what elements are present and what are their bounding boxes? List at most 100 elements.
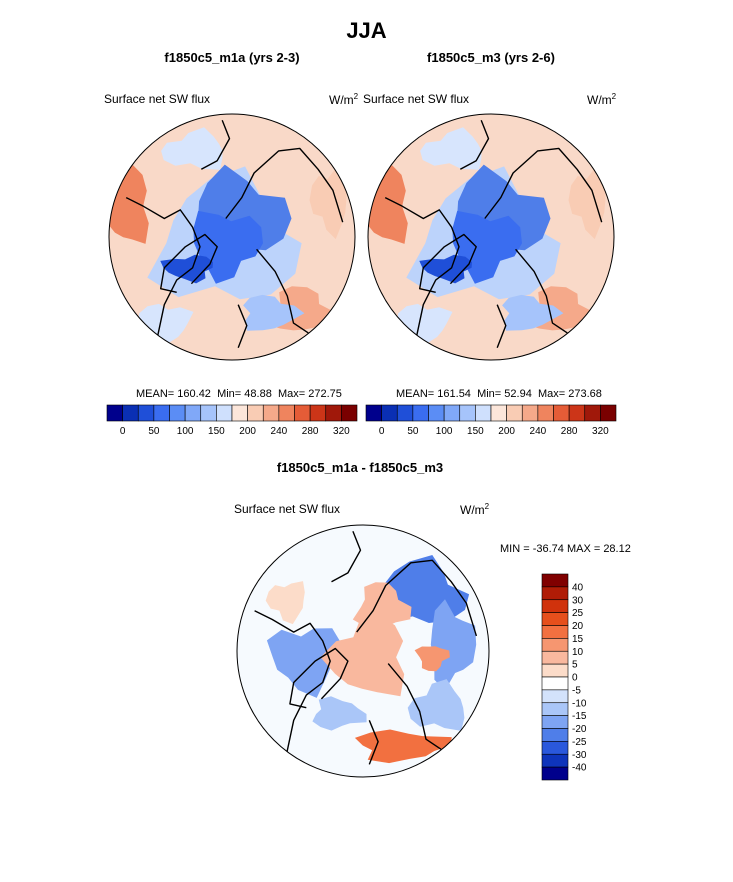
coastline: [225, 147, 344, 223]
field-region: [309, 168, 347, 240]
colorbar-swatch: [541, 715, 569, 729]
colorbar-swatch: [541, 766, 569, 781]
colorbar-swatch: [443, 404, 461, 422]
colorbar-tick-label: -25: [572, 737, 587, 748]
colorbar-tick-label: 20: [572, 621, 584, 632]
colorbar-swatch: [537, 404, 554, 422]
colorbar-tick-label: -15: [572, 711, 587, 722]
colorbar-swatch: [541, 728, 569, 742]
panel-1-colorbar: 0 50 100 150 200 240 280 320: [106, 404, 358, 437]
diff-units-label: W/m2: [460, 502, 490, 517]
coastline: [160, 233, 218, 293]
diff-variable-label: Surface net SW flux: [234, 502, 341, 516]
field-region: [502, 294, 564, 331]
colorbar-tick-label: -40: [572, 763, 587, 774]
colorbar-swatch: [541, 663, 569, 678]
colorbar-swatch: [521, 404, 539, 422]
panel-1-title: f1850c5_m1a (yrs 2-3): [164, 50, 300, 65]
panel-1-variable-label: Surface net SW flux: [104, 92, 211, 106]
colorbar-swatch: [137, 404, 155, 422]
colorbar-swatch: [325, 404, 342, 422]
colorbar-swatch: [490, 404, 507, 422]
colorbar-tick-label: 5: [572, 660, 578, 671]
colorbar-swatch: [600, 404, 617, 422]
coastline: [125, 196, 201, 346]
panel-1-polar-map: [108, 113, 356, 361]
colorbar-swatch: [541, 689, 569, 704]
coastline: [237, 304, 248, 348]
colorbar-tick-label: -10: [572, 698, 587, 709]
colorbar-swatch: [153, 404, 170, 422]
colorbar-tick-label: 280: [302, 426, 319, 437]
panel-2-units-label: W/m2: [587, 92, 617, 107]
colorbar-tick-label: 15: [572, 634, 584, 645]
colorbar-swatch: [475, 404, 492, 422]
colorbar-swatch: [541, 612, 569, 626]
coastline: [419, 233, 477, 293]
colorbar-swatch: [122, 404, 139, 422]
field-region: [352, 582, 412, 627]
colorbar-tick-label: 320: [592, 426, 609, 437]
colorbar-tick-label: -20: [572, 724, 587, 735]
field-region: [419, 254, 472, 284]
colorbar-swatch: [184, 404, 202, 422]
field-region: [368, 165, 408, 244]
colorbar-swatch: [278, 404, 295, 422]
colorbar-swatch: [341, 404, 358, 422]
colorbar-tick-label: 200: [239, 426, 256, 437]
colorbar-swatch: [412, 404, 429, 422]
field-region: [160, 254, 213, 284]
field-region: [161, 127, 223, 170]
colorbar-tick-label: 50: [407, 426, 419, 437]
field-region: [243, 294, 305, 331]
coastline: [459, 119, 490, 170]
colorbar-swatch: [553, 404, 570, 422]
colorbar-swatch: [541, 650, 569, 665]
colorbar-tick-label: 320: [333, 426, 350, 437]
coastline: [356, 559, 478, 637]
colorbar-tick-label: 280: [561, 426, 578, 437]
panel-1-stats: MEAN= 160.42 Min= 48.88 Max= 272.75: [136, 388, 342, 400]
colorbar-tick-label: 0: [379, 426, 385, 437]
map-field: [237, 525, 489, 777]
figure-title: JJA: [346, 18, 387, 43]
field-region: [312, 696, 367, 731]
coastline: [496, 304, 507, 348]
map-boundary: [236, 524, 490, 778]
panel-1-units-label: W/m2: [329, 92, 359, 107]
field-region: [430, 599, 477, 691]
colorbar-swatch: [294, 404, 311, 422]
field-region: [568, 168, 606, 240]
diff-minmax: MIN = -36.74 MAX = 28.12: [500, 543, 631, 555]
colorbar-tick-label: -5: [572, 685, 581, 696]
colorbar-swatch: [541, 676, 569, 691]
colorbar-swatch: [309, 404, 327, 422]
colorbar-swatch: [216, 404, 233, 422]
colorbar-tick-label: 100: [177, 426, 194, 437]
colorbar-swatch: [541, 702, 569, 716]
colorbar-tick-label: 100: [436, 426, 453, 437]
colorbar-tick-label: 240: [271, 426, 288, 437]
colorbar-swatch: [568, 404, 586, 422]
coastline: [254, 610, 331, 763]
colorbar-swatch: [541, 586, 569, 601]
colorbar-swatch: [541, 599, 569, 613]
coastline: [384, 196, 460, 346]
map-boundary: [108, 113, 356, 361]
colorbar-swatch: [541, 573, 569, 588]
field-region: [265, 581, 305, 625]
colorbar-tick-label: 150: [208, 426, 225, 437]
colorbar-swatch: [428, 404, 445, 422]
colorbar-tick-label: 25: [572, 608, 584, 619]
field-region: [109, 165, 149, 244]
diff-colorbar: 40 30 25 20 15 10 5 0-5 -10 -15 -20 -25 -30 -40: [541, 573, 587, 781]
diff-polar-map: [236, 524, 490, 778]
coastline: [200, 119, 231, 170]
map-field: [368, 114, 614, 360]
colorbar-swatch: [584, 404, 601, 422]
colorbar-tick-label: 50: [148, 426, 160, 437]
colorbar-swatch: [541, 638, 569, 652]
colorbar-tick-label: 40: [572, 582, 584, 593]
colorbar-swatch: [459, 404, 476, 422]
coastline: [256, 248, 309, 334]
